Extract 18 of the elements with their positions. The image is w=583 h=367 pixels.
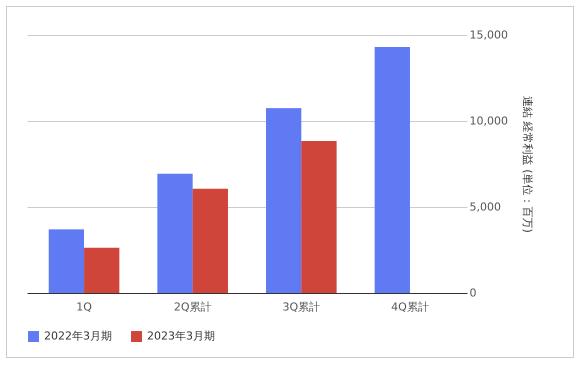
x-tick-label: 2Q累計 xyxy=(174,300,212,314)
y-tick-label: 0 xyxy=(470,286,476,300)
y-tick-label: 15,000 xyxy=(470,28,508,42)
bar xyxy=(266,108,302,293)
bar xyxy=(84,248,120,293)
bar xyxy=(192,188,228,293)
x-tick-label: 4Q累計 xyxy=(391,300,429,314)
x-tick-label: 1Q xyxy=(76,300,92,314)
y-axis-title: 連結 経常利益 (単位：百万) xyxy=(520,96,534,233)
x-tick-label: 3Q累計 xyxy=(282,300,320,314)
bar xyxy=(157,174,193,293)
bar xyxy=(48,229,84,293)
y-tick-label: 5,000 xyxy=(470,200,501,214)
legend-label: 2022年3月期 xyxy=(44,330,112,343)
legend-label: 2023年3月期 xyxy=(147,330,215,343)
bar xyxy=(301,140,337,293)
bar xyxy=(374,47,410,293)
y-tick-label: 10,000 xyxy=(470,114,508,128)
